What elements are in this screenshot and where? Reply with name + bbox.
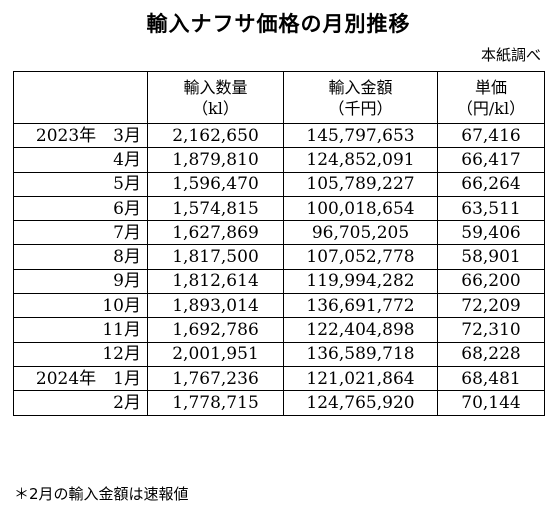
footnote: ＊2月の輸入金額は速報値 [14, 485, 189, 503]
table-row: 10月 1,893,014 136,691,772 72,209 [13, 293, 545, 319]
cell-price: 66,264 [437, 171, 545, 197]
cell-amount: 107,052,778 [283, 244, 438, 270]
cell-volume: 2,001,951 [147, 341, 284, 367]
cell-price: 68,481 [437, 365, 545, 392]
table-row: 12月 2,001,951 136,589,718 68,228 [13, 341, 545, 367]
header-price: 単価 （円/kl） [437, 71, 545, 124]
cell-period: 12月 [13, 341, 148, 367]
table-body: 2023年 3月 2,162,650 145,797,653 67,416 4月 1,87… [13, 122, 545, 416]
cell-amount: 96,705,205 [283, 220, 438, 246]
cell-amount: 121,021,864 [283, 365, 438, 392]
header-volume: 輸入数量 （kl） [147, 71, 284, 124]
table-row: 11月 1,692,786 122,404,898 72,310 [13, 317, 545, 343]
header-amount-label: 輸入金額 [328, 77, 393, 97]
cell-period: 2月 [13, 390, 148, 416]
cell-volume: 1,692,786 [147, 317, 284, 343]
header-amount-unit: （千円） [328, 98, 393, 118]
cell-amount: 122,404,898 [283, 317, 438, 343]
cell-price: 59,406 [437, 220, 545, 246]
cell-price: 68,228 [437, 341, 545, 367]
page-title: 輸入ナフサ価格の月別推移 [146, 12, 411, 36]
cell-volume: 1,817,500 [147, 244, 284, 270]
cell-price: 58,901 [437, 244, 545, 270]
cell-volume: 1,812,614 [147, 268, 284, 295]
cell-period: 2023年 3月 [13, 122, 148, 149]
table-row: 8月 1,817,500 107,052,778 58,901 [13, 244, 545, 270]
table-row: 5月 1,596,470 105,789,227 66,264 [13, 171, 545, 197]
cell-amount: 145,797,653 [283, 122, 438, 149]
cell-volume: 1,627,869 [147, 220, 284, 246]
header-period [13, 71, 148, 124]
cell-period: 7月 [13, 220, 148, 246]
table-row: 7月 1,627,869 96,705,205 59,406 [13, 220, 545, 246]
table-header-row: 輸入数量 （kl） 輸入金額 （千円） 単価 （円/kl） [13, 71, 545, 124]
table-row: 2月 1,778,715 124,765,920 70,144 [13, 390, 545, 416]
cell-price: 63,511 [437, 195, 545, 222]
table-row: 6月 1,574,815 100,018,654 63,511 [13, 195, 545, 222]
cell-period: 5月 [13, 171, 148, 197]
table-row: 2024年 1月 1,767,236 121,021,864 68,481 [13, 365, 545, 392]
cell-volume: 1,893,014 [147, 293, 284, 319]
header-volume-label: 輸入数量 [183, 77, 248, 97]
source-note: 本紙調べ [480, 46, 541, 64]
cell-period: 9月 [13, 268, 148, 295]
naphtha-price-table: 輸入数量 （kl） 輸入金額 （千円） 単価 （円/kl） 2023年 3月 2,… [13, 71, 545, 416]
cell-volume: 2,162,650 [147, 122, 284, 149]
cell-period: 10月 [13, 293, 148, 319]
cell-amount: 136,691,772 [283, 293, 438, 319]
cell-price: 66,200 [437, 268, 545, 295]
cell-price: 72,209 [437, 293, 545, 319]
cell-price: 70,144 [437, 390, 545, 416]
cell-period: 6月 [13, 195, 148, 222]
cell-period: 11月 [13, 317, 148, 343]
header-volume-unit: （kl） [192, 98, 239, 118]
cell-amount: 124,852,091 [283, 147, 438, 173]
cell-amount: 105,789,227 [283, 171, 438, 197]
cell-volume: 1,596,470 [147, 171, 284, 197]
cell-volume: 1,767,236 [147, 365, 284, 392]
cell-volume: 1,574,815 [147, 195, 284, 222]
table-row: 9月 1,812,614 119,994,282 66,200 [13, 268, 545, 295]
cell-period: 4月 [13, 147, 148, 173]
cell-amount: 119,994,282 [283, 268, 438, 295]
cell-price: 66,417 [437, 147, 545, 173]
cell-amount: 124,765,920 [283, 390, 438, 416]
cell-price: 72,310 [437, 317, 545, 343]
header-price-label: 単価 [474, 77, 507, 97]
cell-amount: 136,589,718 [283, 341, 438, 367]
cell-amount: 100,018,654 [283, 195, 438, 222]
cell-volume: 1,778,715 [147, 390, 284, 416]
header-amount: 輸入金額 （千円） [283, 71, 438, 124]
cell-price: 67,416 [437, 122, 545, 149]
cell-period: 2024年 1月 [13, 365, 148, 392]
table-row: 4月 1,879,810 124,852,091 66,417 [13, 147, 545, 173]
header-price-unit: （円/kl） [456, 98, 526, 118]
table-row: 2023年 3月 2,162,650 145,797,653 67,416 [13, 122, 545, 149]
cell-period: 8月 [13, 244, 148, 270]
cell-volume: 1,879,810 [147, 147, 284, 173]
